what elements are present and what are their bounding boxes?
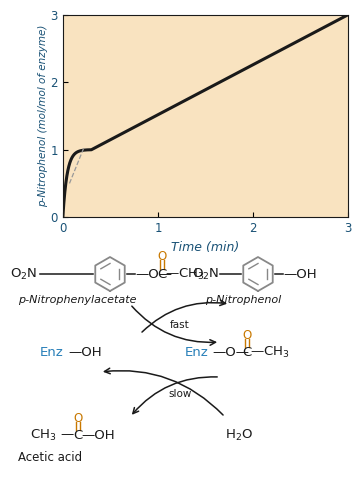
Text: C: C: [157, 267, 167, 281]
Text: O$_2$N: O$_2$N: [192, 266, 219, 282]
Text: CH$_3$: CH$_3$: [30, 427, 56, 443]
Text: p-Nitrophenylacetate: p-Nitrophenylacetate: [18, 295, 136, 305]
Text: —OH: —OH: [68, 346, 102, 359]
Text: H$_2$O: H$_2$O: [225, 427, 253, 443]
Text: O: O: [157, 249, 167, 263]
Text: slow: slow: [168, 389, 192, 399]
Text: —O—: —O—: [135, 267, 172, 281]
X-axis label: Time (min): Time (min): [171, 241, 240, 254]
Text: —CH$_3$: —CH$_3$: [250, 345, 290, 360]
Text: fast: fast: [170, 320, 190, 330]
Text: —: —: [60, 428, 73, 442]
Text: —OH: —OH: [283, 267, 317, 281]
Text: Acetic acid: Acetic acid: [18, 450, 82, 464]
Text: —O—: —O—: [212, 346, 249, 359]
Text: O: O: [242, 328, 252, 342]
Text: C: C: [242, 346, 252, 359]
Text: —OH: —OH: [81, 428, 115, 442]
Text: p-Nitrophenol: p-Nitrophenol: [205, 295, 281, 305]
Text: Enz: Enz: [185, 346, 209, 359]
Text: Enz: Enz: [40, 346, 64, 359]
Text: C: C: [73, 428, 83, 442]
Text: O: O: [73, 411, 83, 425]
Y-axis label: p-Nitrophenol (mol/mol of enzyme): p-Nitrophenol (mol/mol of enzyme): [38, 25, 48, 207]
Text: O$_2$N: O$_2$N: [10, 266, 37, 282]
Text: —CH$_3$: —CH$_3$: [165, 266, 205, 282]
